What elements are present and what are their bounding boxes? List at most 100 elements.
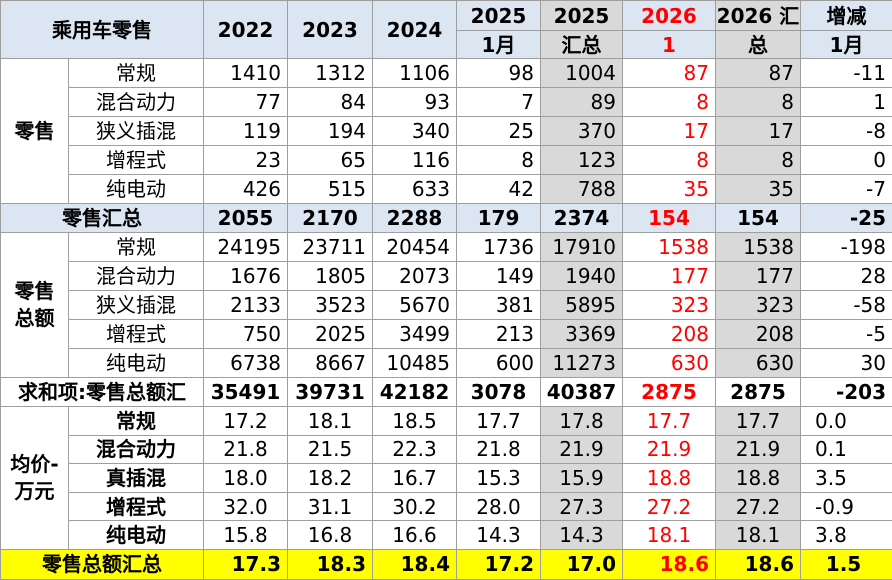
value-cell: 28 — [801, 262, 892, 291]
header-bottom: 总 — [716, 31, 801, 59]
value-cell: 15.3 — [457, 464, 541, 493]
value-cell: 177 — [716, 262, 801, 291]
value-cell: 17 — [623, 117, 716, 146]
header-top: 2025 — [541, 1, 623, 31]
value-cell: 21.5 — [288, 435, 373, 464]
value-cell: 600 — [457, 349, 541, 378]
value-cell: 213 — [457, 320, 541, 349]
value-cell: 23 — [204, 146, 288, 175]
value-cell: -0.9 — [801, 492, 892, 521]
value-cell: 22.3 — [373, 435, 457, 464]
value-cell: 18.2 — [288, 464, 373, 493]
row-label: 狭义插混 — [69, 117, 204, 146]
value-cell: 21.8 — [204, 435, 288, 464]
value-cell: 340 — [373, 117, 457, 146]
header-top: 增减 — [801, 1, 892, 31]
value-cell: -11 — [801, 59, 892, 88]
value-cell: 16.8 — [288, 521, 373, 550]
value-cell: 21.9 — [623, 435, 716, 464]
header-bottom: 1月 — [457, 31, 541, 59]
value-cell: 84 — [288, 88, 373, 117]
total-label: 零售汇总 — [1, 204, 204, 233]
total-label: 求和项:零售总额汇 — [1, 378, 204, 407]
value-cell: 7 — [457, 88, 541, 117]
value-cell: -5 — [801, 320, 892, 349]
value-cell: 17.8 — [541, 407, 623, 436]
total-cell: 179 — [457, 204, 541, 233]
value-cell: 18.1 — [716, 521, 801, 550]
total-cell: 18.3 — [288, 549, 373, 579]
row-label: 狭义插混 — [69, 291, 204, 320]
value-cell: 87 — [716, 59, 801, 88]
value-cell: 18.8 — [623, 464, 716, 493]
value-cell: 11273 — [541, 349, 623, 378]
value-cell: 10485 — [373, 349, 457, 378]
value-cell: 5670 — [373, 291, 457, 320]
total-cell: 39731 — [288, 378, 373, 407]
value-cell: 27.3 — [541, 492, 623, 521]
value-cell: 18.1 — [623, 521, 716, 550]
value-cell: 35 — [623, 175, 716, 204]
value-cell: 93 — [373, 88, 457, 117]
value-cell: 28.0 — [457, 492, 541, 521]
value-cell: 1004 — [541, 59, 623, 88]
value-cell: 15.8 — [204, 521, 288, 550]
value-cell: 42 — [457, 175, 541, 204]
total-cell: 2374 — [541, 204, 623, 233]
value-cell: 17.7 — [716, 407, 801, 436]
value-cell: 1805 — [288, 262, 373, 291]
group-label-line: 均价- — [1, 451, 68, 478]
group-label-line: 零售 — [1, 118, 68, 145]
value-cell: 25 — [457, 117, 541, 146]
value-cell: 1312 — [288, 59, 373, 88]
value-cell: 3.5 — [801, 464, 892, 493]
value-cell: 630 — [623, 349, 716, 378]
value-cell: 89 — [541, 88, 623, 117]
value-cell: 3499 — [373, 320, 457, 349]
header-top: 2026 — [623, 1, 716, 31]
value-cell: 208 — [716, 320, 801, 349]
header-bottom: 汇总 — [541, 31, 623, 59]
value-cell: 3.8 — [801, 521, 892, 550]
total-cell: 2055 — [204, 204, 288, 233]
value-cell: 32.0 — [204, 492, 288, 521]
value-cell: 77 — [204, 88, 288, 117]
header-year: 2023 — [288, 1, 373, 59]
row-label: 增程式 — [69, 492, 204, 521]
row-label: 增程式 — [69, 146, 204, 175]
value-cell: 5895 — [541, 291, 623, 320]
value-cell: 16.7 — [373, 464, 457, 493]
header-title: 乘用车零售 — [1, 1, 204, 59]
total-cell: 1.5 — [801, 549, 892, 579]
total-cell: 17.0 — [541, 549, 623, 579]
value-cell: 1538 — [623, 233, 716, 262]
value-cell: 17.7 — [623, 407, 716, 436]
total-cell: 42182 — [373, 378, 457, 407]
value-cell: 17910 — [541, 233, 623, 262]
value-cell: 208 — [623, 320, 716, 349]
value-cell: 21.9 — [716, 435, 801, 464]
value-cell: 35 — [716, 175, 801, 204]
value-cell: 0.1 — [801, 435, 892, 464]
value-cell: 24195 — [204, 233, 288, 262]
value-cell: 633 — [373, 175, 457, 204]
row-label: 真插混 — [69, 464, 204, 493]
value-cell: 8 — [716, 88, 801, 117]
total-cell: 18.6 — [716, 549, 801, 579]
total-cell: 3078 — [457, 378, 541, 407]
row-label: 混合动力 — [69, 435, 204, 464]
total-cell: 35491 — [204, 378, 288, 407]
value-cell: 123 — [541, 146, 623, 175]
value-cell: 3523 — [288, 291, 373, 320]
